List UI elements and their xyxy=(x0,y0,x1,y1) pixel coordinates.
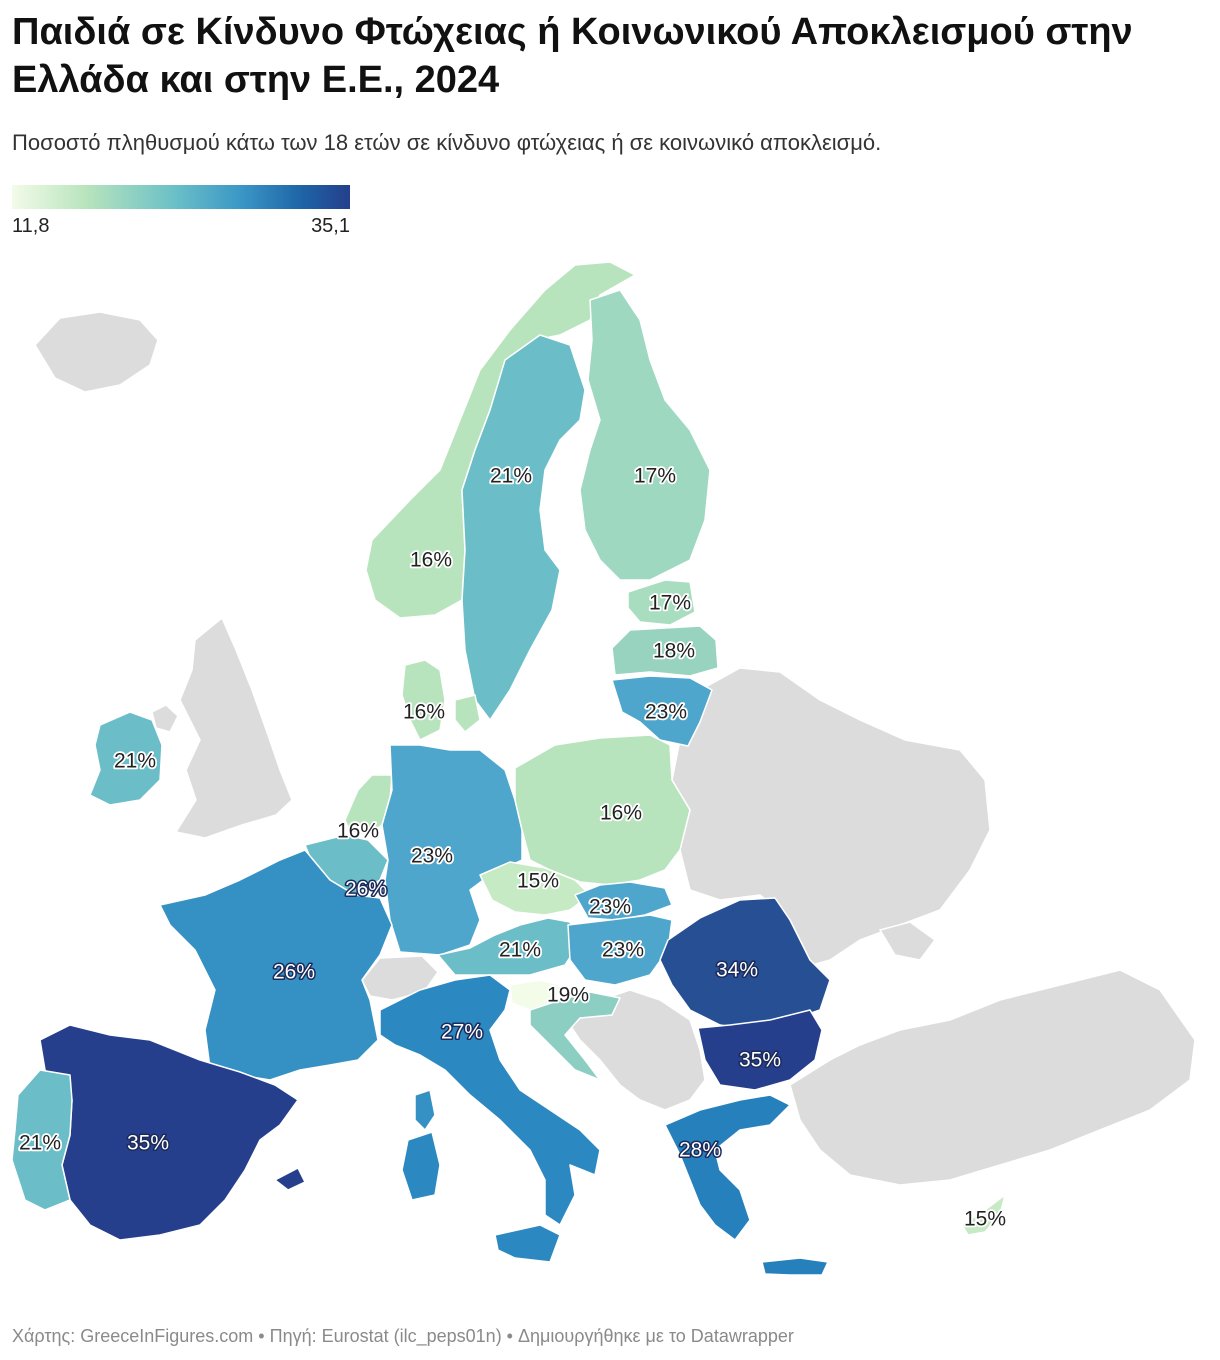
balearic-shape xyxy=(274,1167,306,1191)
sardinia-shape xyxy=(401,1131,441,1201)
romania-value-label: 34% xyxy=(716,959,758,982)
balkans-shape xyxy=(559,989,706,1111)
bulgaria-shape xyxy=(697,1009,823,1091)
hungary-shape xyxy=(567,914,673,986)
italy-shape xyxy=(379,974,601,1226)
legend-gradient-bar xyxy=(12,185,350,209)
greece-shape xyxy=(664,1094,791,1241)
croatia-shape xyxy=(529,991,621,1081)
sweden-shape xyxy=(461,334,586,721)
lithuania-value-label: 23% xyxy=(645,701,687,724)
slovakia-value-label: 23% xyxy=(589,896,631,919)
hungary-value-label: 23% xyxy=(602,939,644,962)
finland-value-label: 17% xyxy=(634,465,676,488)
finland-shape xyxy=(579,289,711,581)
cyprus-shape xyxy=(961,1194,1006,1236)
lithuania-shape xyxy=(611,675,713,747)
cyprus-value-label: 15% xyxy=(964,1208,1006,1231)
estonia-value-label: 17% xyxy=(649,592,691,615)
iceland-shape xyxy=(34,311,159,393)
austria-value-label: 21% xyxy=(499,939,541,962)
denmark-value-label: 16% xyxy=(403,701,445,724)
germany-shape xyxy=(381,744,523,956)
source-credit: Χάρτης: GreeceInFigures.com • Πηγή: Euro… xyxy=(12,1326,794,1346)
crimea-shape xyxy=(879,921,936,961)
sweden-value-label: 21% xyxy=(490,465,532,488)
norway-value-label: 16% xyxy=(410,549,452,572)
turkey-shape xyxy=(789,969,1196,1186)
portugal-value-label: 21% xyxy=(19,1132,61,1155)
estonia-shape xyxy=(627,579,696,626)
france-value-label: 26% xyxy=(273,961,315,984)
ireland-value-label: 21% xyxy=(114,750,156,773)
ireland-shape xyxy=(89,711,163,806)
corsica-shape xyxy=(414,1089,436,1131)
slovakia-shape xyxy=(574,881,673,921)
portugal-shape xyxy=(11,1069,73,1211)
chart-title: Παιδιά σε Κίνδυνο Φτώχειας ή Κοινωνικού … xyxy=(12,11,1133,101)
latvia-value-label: 18% xyxy=(653,640,695,663)
belgium-value-label: 26% xyxy=(345,878,387,901)
sicily-shape xyxy=(494,1224,561,1263)
poland-value-label: 16% xyxy=(600,802,642,825)
czechia-value-label: 15% xyxy=(517,870,559,893)
crete-shape xyxy=(761,1257,829,1276)
croatia-value-label: 19% xyxy=(547,984,589,1007)
poland-shape xyxy=(514,734,691,886)
netherlands-value-label: 16% xyxy=(337,820,379,843)
greece-value-label: 28% xyxy=(679,1139,721,1162)
europe-choropleth-map: 16% 21% 17% 17% 18% 23% 16% 21% 16% 26% 23% 16% 15% 2… xyxy=(11,261,1196,1276)
northern-ireland-shape xyxy=(151,704,179,733)
romania-shape xyxy=(659,897,831,1031)
switzerland-shape xyxy=(361,955,439,1001)
france-shape xyxy=(159,849,393,1081)
italy-value-label: 27% xyxy=(441,1021,483,1044)
legend-max-label: 35,1 xyxy=(311,215,350,237)
latvia-shape xyxy=(611,625,719,677)
chart-subtitle: Ποσοστό πληθυσμού κάτω των 18 ετών σε κί… xyxy=(12,130,882,155)
germany-value-label: 23% xyxy=(411,845,453,868)
uk-shape xyxy=(175,617,293,839)
legend-min-label: 11,8 xyxy=(12,215,50,237)
spain-value-label: 35% xyxy=(127,1132,169,1155)
denmark-shape xyxy=(401,659,481,741)
color-legend: 11,8 35,1 xyxy=(12,185,350,245)
bulgaria-value-label: 35% xyxy=(739,1049,781,1072)
norway-shape xyxy=(365,261,636,619)
